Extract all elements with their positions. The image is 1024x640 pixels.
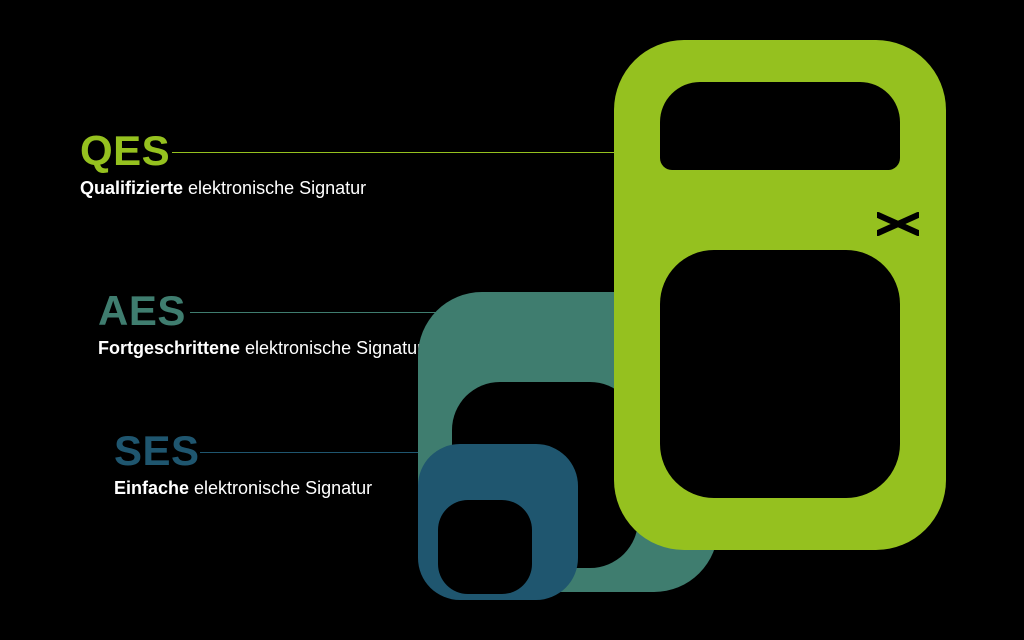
aes-label: AES Fortgeschrittene elektronische Signat… — [98, 290, 423, 359]
aes-leader-line — [190, 312, 470, 313]
ses-leader-line — [200, 452, 420, 453]
ses-subtitle: Einfache elektronische Signatur — [114, 478, 372, 499]
qes-leader-line — [172, 152, 622, 153]
ses-shape-window — [438, 500, 532, 594]
ses-label: SES Einfache elektronische Signatur — [114, 430, 372, 499]
qes-lock-body-window — [660, 250, 900, 498]
signature-types-diagram: QES Qualifizierte elektronische Signatur A… — [0, 0, 1024, 640]
qes-subtitle: Qualifizierte elektronische Signatur — [80, 178, 366, 199]
aes-title: AES — [98, 290, 423, 332]
aes-subtitle: Fortgeschrittene elektronische Signatur — [98, 338, 423, 359]
qes-lock-shackle-window — [660, 82, 900, 170]
qes-lock-x-icon — [877, 212, 919, 236]
qes-title: QES — [80, 130, 366, 172]
qes-label: QES Qualifizierte elektronische Signatur — [80, 130, 366, 199]
ses-title: SES — [114, 430, 372, 472]
